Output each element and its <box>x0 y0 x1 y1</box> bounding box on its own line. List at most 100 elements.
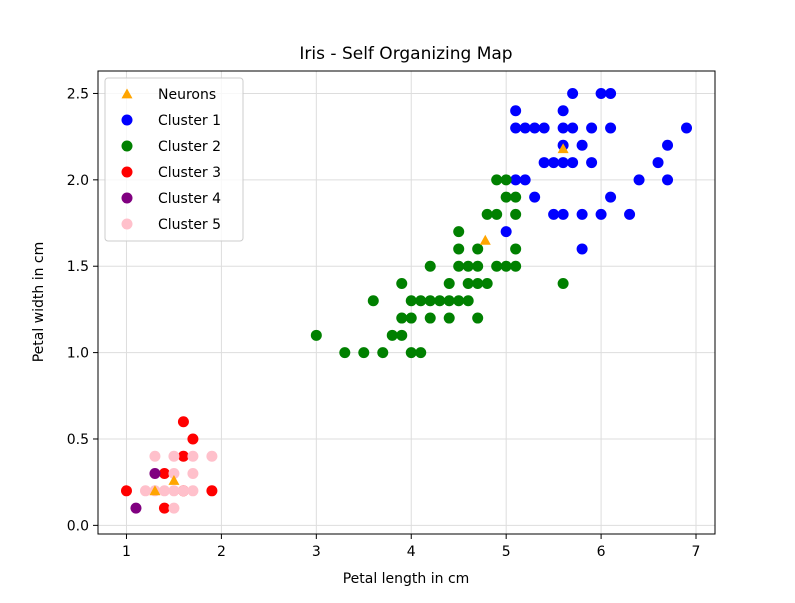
cluster-5-point <box>187 468 199 480</box>
cluster-1-point <box>557 105 569 117</box>
cluster-2-point <box>500 174 512 186</box>
cluster-3-point <box>120 485 132 497</box>
x-tick-label: 3 <box>312 544 321 560</box>
cluster-5-point <box>187 485 199 497</box>
cluster-2-point <box>500 260 512 272</box>
cluster-5-point <box>168 468 180 480</box>
y-tick-label: 0.0 <box>67 518 89 534</box>
cluster-2-point <box>358 347 370 359</box>
cluster-2-point <box>367 295 379 307</box>
neurons-point <box>557 143 569 154</box>
cluster-1-point <box>586 157 598 169</box>
cluster-3-point <box>177 416 189 428</box>
cluster-2-point <box>557 277 569 289</box>
cluster-1-point <box>548 157 560 169</box>
cluster-3-point <box>187 433 199 445</box>
y-tick-label: 0.5 <box>67 432 89 448</box>
cluster-4-point <box>130 502 142 514</box>
cluster-2-point <box>462 260 474 272</box>
y-tick-label: 2.5 <box>67 86 89 102</box>
data-points <box>120 87 693 514</box>
cluster-2-point <box>500 191 512 203</box>
cluster-2-point <box>424 260 436 272</box>
cluster-1-point <box>624 208 636 220</box>
cluster-1-point <box>586 122 598 134</box>
cluster-5-point <box>168 485 180 497</box>
cluster-1-point <box>595 208 607 220</box>
x-tick-label: 4 <box>407 544 416 560</box>
cluster-2-point <box>377 347 389 359</box>
cluster-2-point <box>396 329 408 341</box>
cluster-1-point <box>538 122 550 134</box>
cluster-3-point <box>158 468 170 480</box>
cluster-1-point <box>510 122 522 134</box>
x-tick-label: 7 <box>692 544 701 560</box>
cluster-2-point <box>396 312 408 324</box>
cluster-1-point <box>662 174 674 186</box>
cluster-2-point <box>510 191 522 203</box>
cluster-1-point <box>662 139 674 151</box>
cluster-1-point <box>576 243 588 255</box>
cluster-2-point <box>443 277 455 289</box>
cluster-5-point <box>139 485 151 497</box>
cluster-1-point <box>510 174 522 186</box>
cluster-1-point <box>500 226 512 238</box>
cluster-1-point <box>605 122 617 134</box>
legend-marker-cluster-2 <box>121 140 133 152</box>
cluster-1-point <box>605 191 617 203</box>
cluster-2-point <box>415 347 427 359</box>
x-axis-label: Petal length in cm <box>343 571 470 587</box>
cluster-2-point <box>491 208 503 220</box>
legend-box <box>104 77 244 242</box>
cluster-2-point <box>415 295 427 307</box>
y-tick-label: 2.0 <box>67 173 89 189</box>
cluster-1-point <box>510 105 522 117</box>
x-tick-label: 2 <box>217 544 226 560</box>
legend-label-cluster-3: Cluster 3 <box>158 165 221 181</box>
cluster-2-point <box>510 260 522 272</box>
legend-marker-cluster-4 <box>121 192 133 204</box>
cluster-1-point <box>567 157 579 169</box>
cluster-1-point <box>538 157 550 169</box>
cluster-1-point <box>548 208 560 220</box>
chart-title: Iris - Self Organizing Map <box>299 44 512 64</box>
y-tick-label: 1.5 <box>67 259 89 275</box>
cluster-2-point <box>434 295 446 307</box>
cluster-2-point <box>453 243 465 255</box>
x-tick-label: 6 <box>597 544 606 560</box>
x-tick-label: 5 <box>502 544 511 560</box>
cluster-1-point <box>605 87 617 99</box>
plot-frame <box>97 70 716 535</box>
cluster-2-point <box>424 312 436 324</box>
cluster-1-point <box>681 122 693 134</box>
y-axis-label: Petal width in cm <box>31 242 47 363</box>
cluster-2-point <box>472 243 484 255</box>
cluster-1-point <box>576 208 588 220</box>
cluster-2-point <box>396 277 408 289</box>
axis-ticks: 1 2 3 4 5 6 7 0.0 0.5 1.0 1.5 2.0 2.5 <box>67 86 701 560</box>
neurons-point <box>168 474 180 485</box>
legend-marker-cluster-5 <box>121 218 133 230</box>
cluster-2-point <box>443 312 455 324</box>
legend-label-cluster-2: Cluster 2 <box>158 139 221 155</box>
cluster-3-point <box>177 450 189 462</box>
cluster-2-point <box>386 329 398 341</box>
cluster-1-point <box>529 122 541 134</box>
cluster-2-point <box>424 295 436 307</box>
cluster-4-point <box>149 468 161 480</box>
cluster-5-point <box>168 502 180 514</box>
cluster-2-point <box>472 277 484 289</box>
legend-label-cluster-4: Cluster 4 <box>158 191 221 207</box>
cluster-5-point <box>177 485 189 497</box>
cluster-2-point <box>462 295 474 307</box>
legend: Neurons Cluster 1 Cluster 2 Cluster 3 Cluste… <box>104 77 244 242</box>
cluster-2-point <box>453 295 465 307</box>
cluster-1-point <box>567 87 579 99</box>
cluster-2-point <box>491 260 503 272</box>
cluster-1-point <box>529 191 541 203</box>
legend-label-cluster-1: Cluster 1 <box>158 113 221 129</box>
cluster-2-point <box>510 208 522 220</box>
legend-label-cluster-5: Cluster 5 <box>158 217 221 233</box>
cluster-1-point <box>567 122 579 134</box>
